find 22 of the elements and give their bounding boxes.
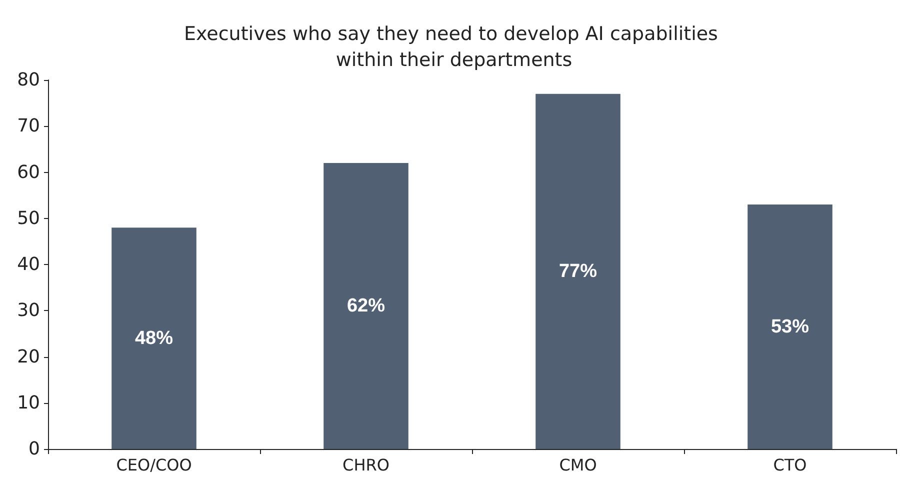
y-tick-label: 30 <box>17 300 40 322</box>
y-tick-label: 80 <box>17 70 40 90</box>
bar <box>536 94 620 449</box>
y-tick-label: 60 <box>17 162 40 183</box>
x-tick-label: CTO <box>773 456 807 474</box>
x-tick-label: CMO <box>559 456 597 474</box>
y-tick-label: 20 <box>17 346 40 368</box>
bar <box>748 204 832 449</box>
chart-title: Executives who say they need to develop AI capabilities within their departments <box>184 23 724 71</box>
bar <box>324 163 408 449</box>
x-tick-label: CEO/COO <box>116 456 192 474</box>
data-label: 62% <box>346 296 386 317</box>
y-tick-label: 0 <box>28 438 40 460</box>
bar <box>112 228 196 449</box>
data-label: 48% <box>134 328 174 349</box>
y-tick-label: 40 <box>17 254 40 275</box>
y-tick-label: 50 <box>17 208 40 229</box>
y-tick-label: 10 <box>17 392 40 414</box>
data-label: 53% <box>770 316 810 338</box>
y-tick-label: 70 <box>17 116 40 137</box>
x-tick-label: CHRO <box>342 456 390 474</box>
data-label: 77% <box>558 260 598 282</box>
